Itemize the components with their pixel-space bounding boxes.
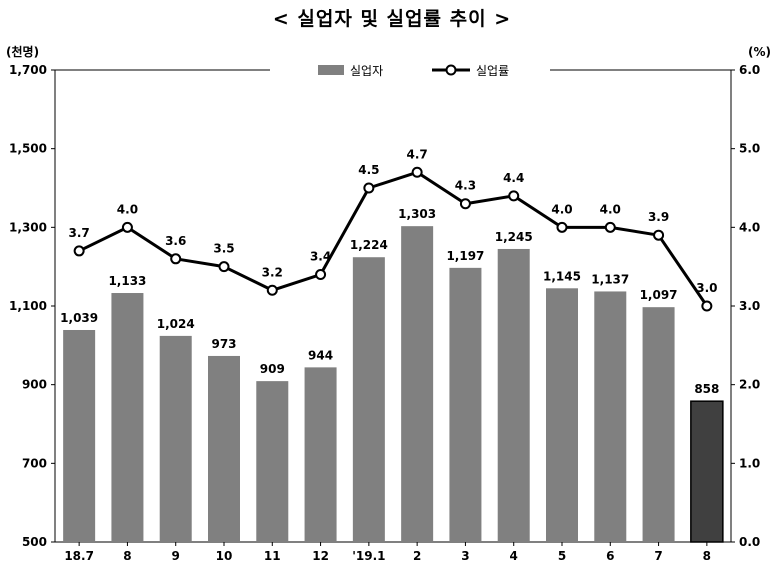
right-tick-label: 6.0 — [739, 63, 760, 77]
bar-value-label: 1,039 — [60, 311, 98, 325]
rate-point — [266, 284, 278, 296]
rate-value-label: 3.7 — [69, 226, 90, 240]
bar-value-label: 1,145 — [543, 269, 581, 283]
bar-value-label: 1,137 — [591, 272, 629, 286]
bar — [208, 355, 240, 542]
bar-value-label: 1,133 — [108, 274, 146, 288]
x-tick-label: 5 — [558, 549, 566, 563]
legend-bar-swatch — [318, 65, 344, 75]
x-tick-label: 11 — [264, 549, 281, 563]
bar — [159, 335, 192, 542]
legend-bar-label: 실업자 — [350, 64, 383, 78]
x-tick-label: '19.1 — [352, 549, 385, 563]
left-tick-label: 700 — [22, 456, 47, 470]
left-tick-label: 1,300 — [9, 220, 47, 234]
right-tick-label: 2.0 — [739, 378, 760, 392]
rate-value-label: 4.7 — [407, 147, 428, 161]
x-tick-label: 12 — [312, 549, 329, 563]
bar — [401, 226, 434, 543]
x-tick-label: 4 — [510, 549, 518, 563]
bar — [304, 367, 337, 542]
rate-value-label: 3.6 — [165, 234, 186, 248]
rate-point — [315, 269, 327, 281]
bar — [352, 257, 385, 542]
bar — [594, 291, 627, 542]
rate-point — [459, 198, 471, 210]
bar — [63, 329, 96, 542]
rate-point — [556, 221, 568, 233]
rate-value-label: 4.5 — [358, 163, 379, 177]
plot-area: 500 700 900 1,100 1,300 1,500 1,700 0.0 1.0 2.0 3.… — [9, 63, 760, 563]
bar — [449, 267, 482, 542]
right-tick-label: 0.0 — [739, 535, 760, 549]
rate-point — [701, 300, 713, 312]
rate-value-label: 3.9 — [648, 210, 669, 224]
rate-value-label: 3.2 — [262, 265, 283, 279]
left-tick-label: 1,500 — [9, 142, 47, 156]
rate-point — [508, 190, 520, 202]
bar — [546, 288, 578, 542]
bar — [497, 248, 530, 542]
bar — [690, 400, 724, 543]
x-tick-label: 9 — [172, 549, 180, 563]
x-tick-label: 3 — [461, 549, 469, 563]
legend-line-marker — [445, 64, 457, 76]
rate-value-label: 4.4 — [503, 171, 524, 185]
bar-value-label: 1,224 — [350, 238, 388, 252]
x-tick-label: 6 — [606, 549, 614, 563]
left-tick-label: 900 — [22, 378, 47, 392]
rate-point — [363, 182, 375, 194]
rate-line — [78, 170, 709, 307]
rate-value-label: 3.0 — [696, 281, 717, 295]
rate-value-label: 3.4 — [310, 250, 331, 264]
bar-value-label: 973 — [211, 337, 236, 351]
rate-value-label: 4.3 — [455, 179, 476, 193]
bar-value-label: 1,245 — [495, 230, 533, 244]
bar-value-label: 1,197 — [446, 249, 484, 263]
rate-point — [218, 261, 230, 273]
left-tick-label: 1,100 — [9, 299, 47, 313]
rate-value-label: 3.5 — [213, 242, 234, 256]
bar-value-label: 858 — [694, 382, 719, 396]
left-tick-label: 500 — [22, 535, 47, 549]
rate-point — [411, 166, 423, 178]
left-tick-label: 1,700 — [9, 63, 47, 77]
x-tick-label: 8 — [123, 549, 131, 563]
x-tick-label: 7 — [654, 549, 662, 563]
left-axis-unit: (천명) — [6, 44, 39, 59]
legend-line-label: 실업률 — [476, 64, 509, 78]
bar — [111, 293, 144, 542]
rate-point — [121, 221, 133, 233]
x-tick-label: 18.7 — [64, 549, 94, 563]
x-tick-label: 8 — [703, 549, 711, 563]
bar-value-label: 1,024 — [157, 317, 195, 331]
right-tick-label: 4.0 — [739, 220, 760, 234]
rate-value-label: 4.0 — [117, 202, 138, 216]
rate-point — [604, 221, 616, 233]
rate-point — [170, 253, 182, 265]
bar — [256, 381, 289, 542]
bar — [642, 307, 675, 542]
x-tick-label: 2 — [413, 549, 421, 563]
rate-value-label: 4.0 — [600, 202, 621, 216]
chart-title: < 실업자 및 실업률 추이 > — [272, 8, 512, 30]
bar-value-label: 1,097 — [640, 288, 678, 302]
bar-value-label: 909 — [260, 362, 285, 376]
bar-value-label: 944 — [308, 348, 333, 362]
rate-value-label: 4.0 — [551, 202, 572, 216]
right-tick-label: 1.0 — [739, 456, 760, 470]
x-tick-label: 10 — [216, 549, 233, 563]
right-tick-label: 5.0 — [739, 142, 760, 156]
rate-point — [73, 245, 85, 257]
rate-point — [653, 229, 665, 241]
bar-value-label: 1,303 — [398, 207, 436, 221]
right-axis-unit: (%) — [748, 45, 771, 59]
right-tick-label: 3.0 — [739, 299, 760, 313]
